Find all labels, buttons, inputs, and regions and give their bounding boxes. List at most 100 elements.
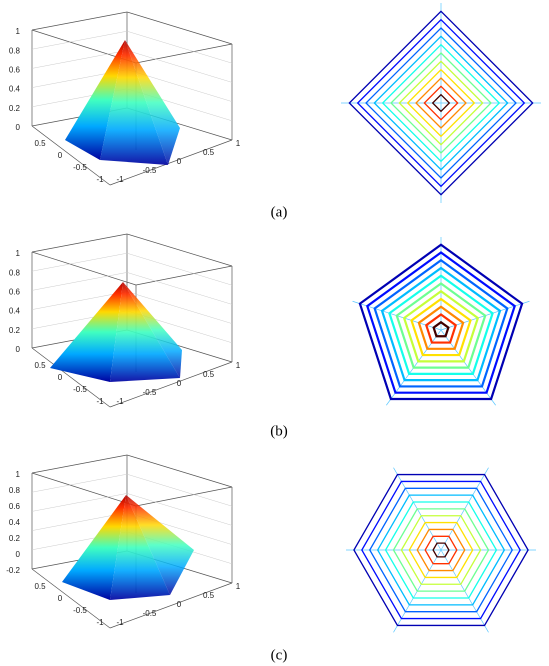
box-edge [31, 233, 128, 253]
box-edge [31, 11, 128, 31]
contour [417, 305, 465, 350]
x-tick-label: 0 [58, 151, 63, 160]
box-edge [126, 454, 233, 488]
contour [416, 528, 466, 572]
box-edge [109, 361, 233, 408]
z-tick-label: 0.8 [9, 46, 21, 55]
contour [373, 35, 509, 171]
box-edge [109, 582, 233, 629]
z-tick-label: 0.4 [9, 85, 21, 94]
contour [348, 10, 534, 196]
grid-line [126, 30, 233, 64]
contour [395, 282, 487, 369]
z-tick-label: 0.8 [9, 486, 21, 495]
x-tick-label: -1 [96, 618, 104, 627]
grid-line [126, 252, 233, 286]
box-edge [31, 251, 137, 286]
z-tick-label: 0.6 [9, 288, 21, 297]
x-tick-label: -1 [96, 397, 104, 406]
y-tick-label: -0.5 [143, 166, 157, 175]
x-tick-label: -1 [96, 175, 104, 184]
contour [423, 85, 459, 121]
x-tick-label: 0 [58, 373, 63, 382]
contour [432, 542, 450, 558]
contour [431, 93, 451, 113]
contour [408, 521, 474, 579]
pyramid-face [110, 282, 180, 382]
contour [392, 508, 490, 592]
grid-line [126, 473, 233, 507]
contour [410, 297, 472, 357]
box-edge [31, 454, 128, 474]
y-tick-label: 0.5 [203, 148, 215, 157]
box-edge [31, 125, 111, 186]
y-tick-label: 0 [177, 600, 182, 609]
contour [365, 27, 517, 179]
grid-line [31, 50, 128, 69]
panel: 1 0.8 0.6 0.4 0.2 0 0.5 0 -0.5 -1 -1 -0.5 0 0.5 1 (a) [9, 3, 541, 220]
grid-line [126, 50, 233, 83]
contour [406, 68, 476, 138]
caption: (a) [271, 204, 288, 220]
x-tick-label: 0 [58, 594, 63, 603]
pyramid-face [123, 282, 182, 378]
y-tick-label: 1 [236, 139, 241, 148]
pyramid-face [100, 40, 168, 165]
z-tick-label: 0.8 [9, 268, 21, 277]
x-tick-label: 0.5 [34, 139, 46, 148]
pyramid-face [126, 495, 194, 595]
grid-line [31, 473, 128, 493]
pyramid-face [110, 495, 170, 600]
x-tick-label: 0.5 [34, 361, 46, 370]
y-tick-label: 1 [236, 582, 241, 591]
box-edge [31, 347, 111, 408]
z-tick-label: 0 [16, 550, 21, 559]
box-edge [126, 11, 233, 45]
z-tick-label: -0.2 [6, 566, 20, 575]
z-tick-label: 1 [16, 249, 21, 258]
box-edge [126, 233, 233, 267]
contour [400, 515, 482, 585]
z-tick-label: 0.2 [9, 104, 21, 113]
panel: 1 0.8 0.6 0.4 0.2 0 0.5 0 -0.5 -1 -1 -0.5 0 0.5 1 (b) [9, 233, 530, 439]
contour [398, 60, 484, 146]
contour [381, 43, 501, 163]
grid-line [31, 252, 128, 272]
pyramid-face [62, 495, 126, 600]
grid-line [31, 493, 128, 512]
contour [424, 313, 458, 344]
box-edge [109, 139, 233, 186]
caption: (c) [271, 647, 288, 663]
z-tick-label: 0.4 [9, 307, 21, 316]
x-tick-label: -0.5 [73, 163, 87, 172]
z-tick-label: 0 [16, 123, 21, 132]
contour [376, 494, 506, 606]
contour [356, 18, 526, 188]
grid-line [126, 272, 233, 305]
box-edge [31, 568, 111, 629]
x-tick-label: 0.5 [34, 582, 46, 591]
contour [361, 480, 521, 620]
y-tick-label: 0 [177, 157, 182, 166]
contour [388, 274, 494, 375]
box-edge [31, 472, 137, 507]
caption: (b) [270, 423, 288, 439]
grid-line [31, 291, 128, 310]
grid-line [31, 272, 128, 291]
z-tick-label: 1 [16, 27, 21, 36]
grid-line [126, 291, 233, 324]
z-tick-label: 0 [16, 345, 21, 354]
contour [384, 501, 498, 599]
x-tick-label: -0.5 [73, 606, 87, 615]
z-tick-label: 0.6 [9, 502, 21, 511]
contour [353, 473, 529, 627]
z-tick-label: 0.2 [9, 326, 21, 335]
pyramid-face [50, 282, 123, 382]
y-tick-label: -0.5 [143, 388, 157, 397]
y-tick-label: -1 [116, 618, 124, 627]
y-tick-label: 0.5 [203, 370, 215, 379]
contour [424, 535, 458, 565]
y-tick-label: 0.5 [203, 591, 215, 600]
y-tick-label: 1 [236, 361, 241, 370]
